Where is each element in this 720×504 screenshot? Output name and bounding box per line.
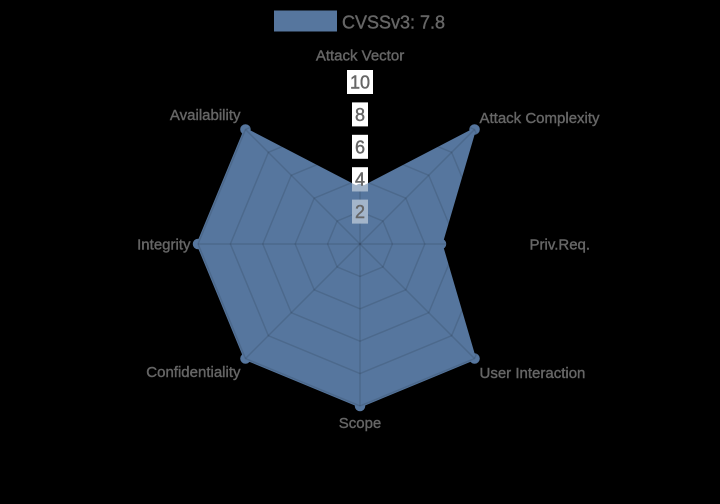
svg-text:CVSSv3: 7.8: CVSSv3: 7.8 — [342, 13, 445, 33]
svg-text:2: 2 — [355, 202, 365, 222]
svg-text:Attack Complexity: Attack Complexity — [480, 110, 601, 127]
svg-text:Priv.Req.: Priv.Req. — [530, 237, 591, 254]
svg-text:8: 8 — [355, 105, 365, 125]
svg-text:10: 10 — [350, 73, 370, 93]
svg-text:4: 4 — [355, 170, 365, 190]
svg-text:User Interaction: User Interaction — [480, 365, 586, 382]
svg-text:Scope: Scope — [339, 415, 382, 432]
svg-text:Attack Vector: Attack Vector — [316, 48, 404, 65]
svg-text:Integrity: Integrity — [137, 237, 191, 254]
svg-text:Confidentiality: Confidentiality — [146, 364, 241, 381]
svg-text:6: 6 — [355, 137, 365, 157]
svg-text:Availability: Availability — [170, 107, 241, 124]
